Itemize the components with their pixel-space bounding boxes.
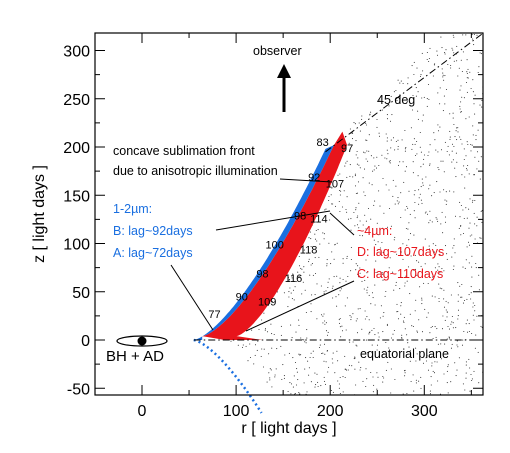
- observer-arrow-icon: [277, 64, 291, 112]
- y-tick-label: 150: [63, 188, 90, 205]
- dust-field: [224, 33, 483, 395]
- lag-value: 77: [208, 309, 220, 321]
- mir-band-label: ~4µm:: [357, 224, 392, 238]
- plane-label: equatorial plane: [360, 347, 449, 361]
- 45-degree-line: [325, 33, 483, 153]
- lag-values: 83 97 92 107 98 114 100 118 98 116 90 109 77: [208, 137, 353, 321]
- lag-value: 109: [258, 296, 276, 308]
- lower-front-dotted-curve: [193, 338, 263, 414]
- y-tick-label: 250: [63, 92, 90, 109]
- lag-value: 116: [285, 273, 303, 285]
- y-tick-label: 50: [72, 285, 90, 302]
- lag-value: 83: [317, 137, 329, 149]
- lag-value: 98: [294, 211, 306, 223]
- x-tick-label: 300: [411, 403, 438, 420]
- observer-label: observer: [253, 44, 302, 58]
- lag-value: 118: [300, 244, 318, 256]
- blue-nir-layer: [193, 145, 334, 340]
- lag-value: 90: [236, 292, 248, 304]
- plot-frame: [94, 32, 484, 396]
- angle-label: 45 deg: [377, 93, 415, 107]
- lag-value: 107: [326, 179, 344, 191]
- lag-value: 97: [341, 143, 353, 155]
- red-4micron-layer: [202, 131, 348, 340]
- lag-value: 114: [310, 213, 328, 225]
- y-tick-label: 0: [81, 333, 90, 350]
- mir-lag-d: D: lag~107days: [357, 245, 444, 259]
- x-tick-label: 100: [223, 403, 250, 420]
- y-tick-label: 300: [63, 44, 90, 61]
- lag-value: 98: [256, 268, 268, 280]
- front-label-line2: due to anisotropic illumination: [113, 164, 278, 178]
- nir-lag-b: B: lag~92days: [113, 224, 193, 238]
- x-tick-label: 0: [138, 403, 147, 420]
- y-tick-label: 100: [63, 237, 90, 254]
- lag-value: 92: [308, 172, 320, 184]
- y-tick-label: 200: [63, 140, 90, 157]
- y-axis-title: z [ light days ]: [31, 165, 48, 263]
- y-tick-label: -50: [67, 381, 90, 398]
- bh-label: BH + AD: [106, 348, 164, 365]
- bh-accretion-disk-icon: [116, 335, 168, 347]
- axis-ticks: [95, 33, 483, 395]
- nir-lag-a: A: lag~72days: [113, 246, 193, 260]
- x-tick-label: 200: [317, 403, 344, 420]
- mir-lag-c: C: lag~110days: [357, 267, 443, 281]
- front-label-line1: concave sublimation front: [113, 144, 255, 158]
- axis-tick-labels: 0 100 200 300 -50 0 50 100 150 200 250 300: [63, 44, 437, 421]
- nir-band-label: 1-2µm:: [113, 202, 152, 216]
- lag-value: 100: [266, 239, 284, 251]
- x-axis-title: r [ light days ]: [241, 420, 336, 437]
- callout-lines: [170, 178, 355, 332]
